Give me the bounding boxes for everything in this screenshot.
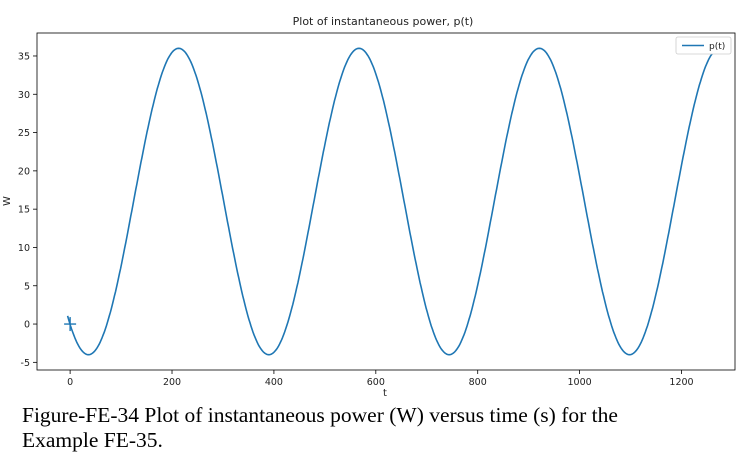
x-tick-label: 800: [469, 377, 487, 388]
caption-line-2: Example FE-35.: [22, 428, 163, 452]
x-tick-label: 1000: [568, 377, 592, 388]
y-axis-label: W: [2, 196, 13, 206]
x-tick-label: 200: [163, 377, 181, 388]
y-tick-label: 20: [18, 166, 30, 177]
y-tick-label: 25: [18, 128, 30, 139]
legend-label: p(t): [709, 42, 725, 52]
series-layer: [64, 47, 716, 356]
y-tick-label: 0: [24, 320, 30, 331]
y-tick-label: 10: [18, 243, 30, 254]
legend: p(t): [675, 36, 732, 55]
x-tick-label: 1200: [669, 377, 693, 388]
plot-area: [36, 32, 736, 371]
y-axis-ticks: -5 0 5 10 15 20 25 30 35: [18, 51, 37, 369]
y-tick-label: 15: [18, 205, 30, 216]
x-tick-label: 0: [67, 377, 73, 388]
x-axis-ticks: 0 200 400 600 800 1000 1200: [67, 370, 694, 388]
x-tick-label: 400: [265, 377, 283, 388]
x-tick-label: 600: [367, 377, 385, 388]
series-line-p-t: [66, 47, 716, 356]
x-axis-label: t: [383, 388, 387, 399]
power-line-chart: Plot of instantaneous power, p(t) 0 200 40…: [2, 15, 736, 399]
y-tick-label: 5: [24, 281, 30, 292]
y-tick-label: -5: [21, 358, 30, 369]
chart-title: Plot of instantaneous power, p(t): [293, 15, 474, 28]
figure-caption: Figure-FE-34 Plot of instantaneous power…: [22, 403, 722, 453]
caption-line-1: Figure-FE-34 Plot of instantaneous power…: [22, 403, 618, 427]
y-tick-label: 35: [18, 51, 30, 62]
y-tick-label: 30: [18, 90, 30, 101]
